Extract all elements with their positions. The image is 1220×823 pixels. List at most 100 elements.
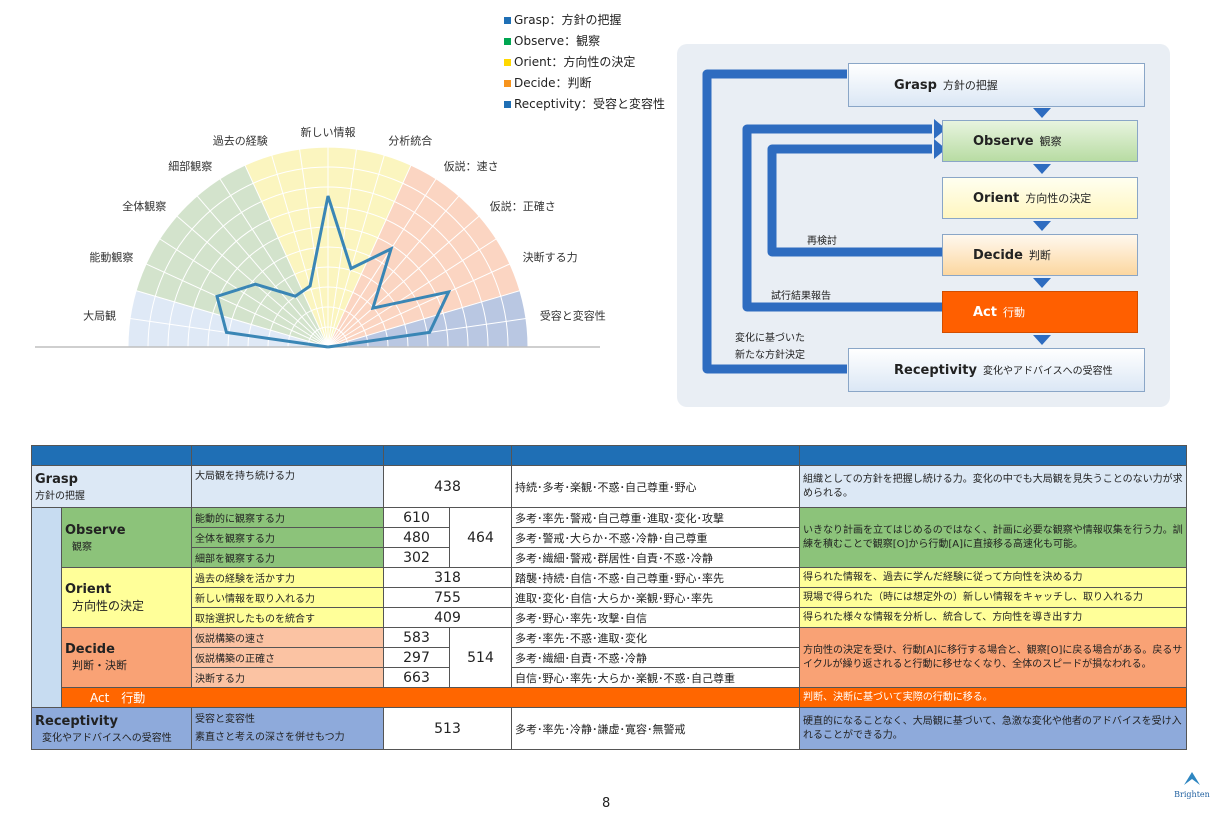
orient-score-1: 318 bbox=[383, 567, 512, 588]
decide-title: Decide bbox=[65, 642, 115, 657]
flow-box-text: 観察 bbox=[1039, 135, 1062, 148]
legend-item: Orient：方向性の決定 bbox=[504, 52, 665, 73]
table-row-act: Act 行動 判断、決断に基づいて実際の行動に移る。 bbox=[32, 687, 1187, 708]
radar-spoke bbox=[159, 238, 329, 348]
decide-sub: 判断・決断 bbox=[72, 659, 127, 672]
radar-sector bbox=[328, 238, 520, 347]
radar-sector bbox=[159, 195, 328, 347]
orient-score-3: 409 bbox=[383, 607, 512, 628]
legend-item: Decide：判断 bbox=[504, 73, 665, 94]
radar-spoke bbox=[299, 148, 329, 348]
receptivity-ability-2: 素直さと考えの深さを併せもつ力 bbox=[195, 731, 345, 743]
reexam-loop-arrow bbox=[767, 144, 942, 257]
observe-traits-3: 多考･繊細･警戒･群居性･自責･不惑･冷静 bbox=[511, 547, 800, 568]
logo-icon bbox=[1184, 772, 1200, 785]
grasp-traits: 持続･多考･楽観･不惑･自己尊重･野心 bbox=[511, 465, 800, 508]
receptivity-ability-1: 受容と変容性 bbox=[195, 713, 255, 725]
radar-spoke bbox=[135, 290, 329, 348]
flow-box-key: Orient bbox=[973, 191, 1020, 206]
decide-title-cell: Decide 判断・決断 bbox=[61, 627, 192, 688]
orient-desc-3: 得られた様々な情報を分析し、統合して、方向性を導き出す力 bbox=[799, 607, 1187, 628]
label-change-1: 変化に基づいた bbox=[735, 333, 805, 344]
table-row-grasp: Grasp 方針の把握 大局観を持ち続ける力 438 持続･多考･楽観･不惑･自己… bbox=[31, 465, 1187, 508]
legend-swatch bbox=[504, 17, 511, 24]
radar-spoke bbox=[327, 148, 357, 348]
flow-box-key: Grasp bbox=[894, 78, 937, 93]
decide-score-1: 583 bbox=[383, 627, 450, 648]
legend-swatch bbox=[504, 59, 511, 66]
flow-box-receptivity: Receptivity 変化やアドバイスへの受容性 bbox=[848, 348, 1145, 392]
table-row-decide-2: 仮説構築の正確さ 297 多考･繊細･自責･不惑･冷静 bbox=[32, 647, 1187, 668]
observe-traits-2: 多考･警戒･大らか･不惑･冷静･自己尊重 bbox=[511, 527, 800, 548]
flow-box-text: 方針の把握 bbox=[942, 79, 998, 92]
receptivity-sub: 変化やアドバイスへの受容性 bbox=[42, 732, 172, 744]
table-row-receptivity: Receptivity 変化やアドバイスへの受容性 受容と変容性素直さと考えの深… bbox=[31, 707, 1187, 750]
grasp-sub: 方針の把握 bbox=[35, 490, 85, 502]
trial-loop-arrow bbox=[742, 124, 942, 312]
outer-loop-arrow bbox=[702, 69, 847, 374]
radar-sector bbox=[197, 165, 328, 347]
flow-box-key: Receptivity bbox=[894, 363, 977, 378]
flow-box-key: Observe bbox=[973, 134, 1034, 149]
receptivity-traits: 多考･率先･冷静･謙虚･寛容･無警戒 bbox=[511, 707, 800, 750]
observe-desc: いきなり計画を立てはじめるのではなく、計画に必要な観察や情報収集を行う力。訓練を… bbox=[799, 507, 1187, 568]
radar-spoke bbox=[176, 215, 329, 348]
brand-logo: Brighten bbox=[1172, 770, 1212, 799]
ability-table: Grasp 方針の把握 大局観を持ち続ける力 438 持続･多考･楽観･不惑･自己… bbox=[31, 445, 1187, 750]
ooda-flow-panel: Grasp 方針の把握 Observe 観察 Orient 方向性の決定 Decide… bbox=[677, 44, 1170, 407]
receptivity-score: 513 bbox=[383, 707, 512, 750]
observe-ability-1: 能動的に観察する力 bbox=[191, 507, 384, 528]
table-row-orient-1: Orient 方向性の決定 過去の経験を活かす力 318 踏襲･持続･自信･不惑… bbox=[32, 567, 1187, 628]
flow-box-text: 変化やアドバイスへの受容性 bbox=[982, 366, 1113, 377]
orient-title: Orient bbox=[65, 581, 112, 597]
radar-spoke bbox=[327, 263, 511, 348]
flow-box-key: Act bbox=[973, 305, 997, 320]
decide-score-3: 663 bbox=[383, 667, 450, 688]
decide-ability-3: 決断する力 bbox=[191, 667, 384, 688]
receptivity-title-cell: Receptivity 変化やアドバイスへの受容性 bbox=[31, 707, 192, 750]
orient-ability-1: 過去の経験を活かす力 bbox=[191, 567, 384, 588]
flow-box-observe: Observe 観察 bbox=[942, 120, 1138, 162]
receptivity-title: Receptivity bbox=[35, 713, 118, 729]
legend-item: Receptivity：受容と変容性 bbox=[504, 94, 665, 115]
label-trial-report: 試行結果報告 bbox=[771, 291, 831, 302]
grasp-title-cell: Grasp 方針の把握 bbox=[31, 465, 192, 508]
radar-spoke bbox=[327, 154, 385, 348]
observe-title-cell: Observe 観察 bbox=[61, 507, 192, 568]
radar-sector bbox=[244, 149, 328, 347]
observe-title: Observe bbox=[65, 522, 126, 538]
legend-swatch bbox=[504, 101, 511, 108]
decide-score-2: 297 bbox=[383, 647, 450, 668]
legend-label: Observe：観察 bbox=[514, 34, 601, 48]
radar-spoke bbox=[327, 178, 437, 348]
orient-title-cell: Orient 方向性の決定 bbox=[61, 567, 192, 628]
page-number: 8 bbox=[602, 796, 611, 811]
table-row-decide-1: Decide 判断・決断 仮説構築の速さ 583 514 多考･率先･不惑･進取… bbox=[32, 627, 1187, 688]
legend-swatch bbox=[504, 80, 511, 87]
grasp-title: Grasp bbox=[35, 471, 78, 487]
radar-spoke bbox=[271, 154, 329, 348]
observe-ability-3: 細部を観察する力 bbox=[191, 547, 384, 568]
orient-traits-2: 進取･変化･自信･大らか･楽観･野心･率先 bbox=[511, 587, 800, 608]
grasp-desc: 組織としての方針を把握し続ける力。変化の中でも大局観を見失うことのない力が求めら… bbox=[799, 465, 1187, 508]
radar-category-label: 仮説：速さ bbox=[444, 159, 499, 173]
orient-ability-3: 取捨選択したものを統合す bbox=[191, 607, 384, 628]
orient-ability-2: 新しい情報を取り入れる力 bbox=[191, 587, 384, 608]
radar-sector bbox=[328, 165, 459, 347]
observe-traits-1: 多考･率先･警戒･自己尊重･進取･変化･攻撃 bbox=[511, 507, 800, 528]
radar-spoke bbox=[327, 238, 497, 348]
logo-text: Brighten bbox=[1174, 790, 1210, 799]
grasp-score: 438 bbox=[383, 465, 512, 508]
flow-box-grasp: Grasp 方針の把握 bbox=[848, 63, 1145, 107]
observe-score-1: 610 bbox=[383, 507, 450, 528]
decide-traits-2: 多考･繊細･自責･不惑･冷静 bbox=[511, 647, 800, 668]
orient-sub: 方向性の決定 bbox=[72, 598, 145, 613]
radar-category-label: 大局観 bbox=[83, 309, 116, 323]
table-row-orient-2: 新しい情報を取り入れる力 755 進取･変化･自信･大らか･楽観･野心･率先 現… bbox=[32, 587, 1187, 608]
decide-traits-3: 自信･野心･率先･大らか･楽観･不惑･自己尊重 bbox=[511, 667, 800, 688]
observe-score-2: 480 bbox=[383, 527, 450, 548]
radar-category-label: 過去の経験 bbox=[213, 134, 268, 148]
act-title: Act 行動 bbox=[61, 687, 800, 708]
chart-legend: Grasp：方針の把握 Observe：観察 Orient：方向性の決定 Decide… bbox=[504, 10, 665, 115]
flow-box-key: Decide bbox=[973, 248, 1023, 263]
